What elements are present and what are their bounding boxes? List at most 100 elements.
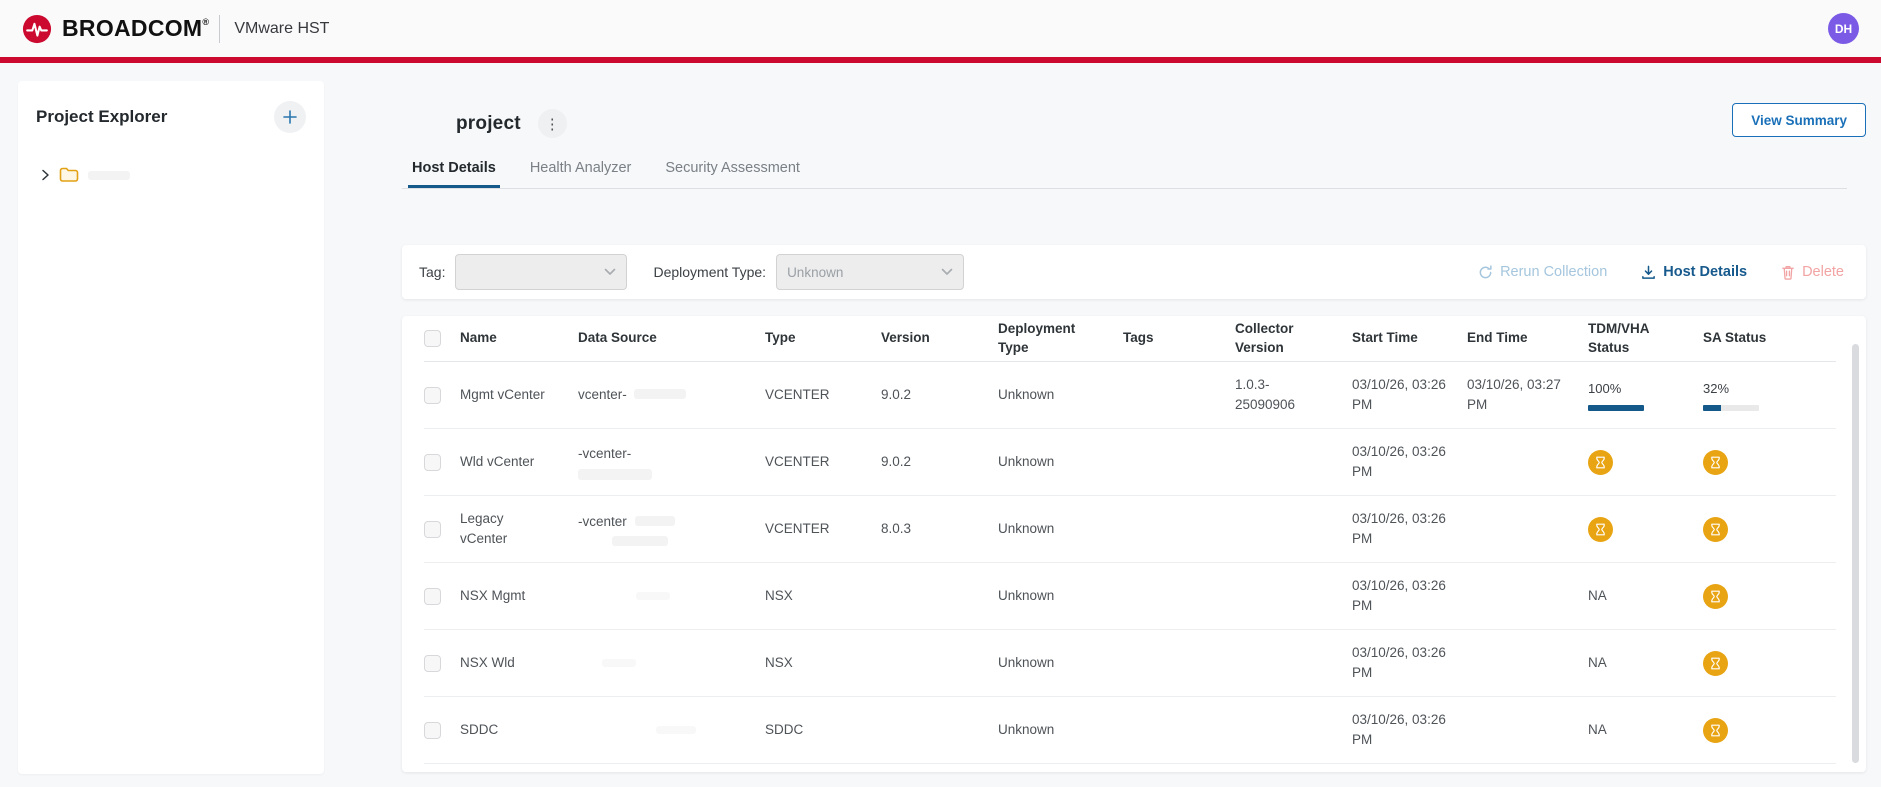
cell-data-source [578,586,765,606]
table-row: NSX Wld NSX Unknown 03/10/26, 03:26 PM N… [424,630,1836,697]
hourglass-icon [1711,590,1720,602]
cell-sa-status [1703,449,1833,475]
cell-sa-status [1703,717,1833,743]
col-tdm-vha-status: TDM/VHA Status [1588,321,1649,355]
pending-status-badge [1588,516,1613,542]
add-project-button[interactable] [274,101,306,133]
cell-version: 9.0.2 [881,453,912,469]
select-all-checkbox[interactable] [424,330,441,347]
project-explorer-title: Project Explorer [36,107,168,126]
redacted-text [636,591,670,600]
progress-indicator: 32% [1703,379,1759,412]
cell-type: SDDC [765,721,804,737]
redacted-text [633,388,686,399]
row-checkbox[interactable] [424,386,441,404]
table-row: Legacy vCenter -vcenter VCENTER 8.0.3 Un… [424,496,1836,563]
chevron-down-icon [941,268,953,275]
cell-sa-status: 32% [1703,379,1833,412]
row-checkbox[interactable] [424,587,441,605]
cell-start-time: 03/10/26, 03:26 PM [1352,376,1446,412]
col-collector-version: Collector Version [1235,321,1294,355]
cell-sa-status [1703,583,1833,609]
sidebar-item-project[interactable] [36,167,306,183]
cell-start-time: 03/10/26, 03:26 PM [1352,443,1446,479]
header-divider [219,14,221,43]
tab-host-details[interactable]: Host Details [408,160,500,188]
hourglass-icon [1711,657,1720,669]
cell-data-source: vcenter- [578,385,765,405]
hourglass-icon [1596,523,1605,535]
cell-data-source [578,720,765,740]
cell-deployment-type: Unknown [998,453,1055,469]
col-version: Version [881,330,930,346]
row-checkbox[interactable] [424,520,441,538]
col-end-time: End Time [1467,330,1528,346]
cell-collector-version: 1.0.3-25090906 [1235,376,1296,412]
deployment-type-select[interactable]: Unknown [776,254,965,290]
cell-data-source: -vcenter- [578,444,765,480]
cell-end-time: 03/10/26, 03:27 PM [1467,376,1561,412]
col-type: Type [765,330,796,346]
table-row: SDDC SDDC Unknown 03/10/26, 03:26 PM NA [424,697,1836,764]
view-summary-button[interactable]: View Summary [1732,103,1866,137]
cell-tdm-vha-status: 100% [1588,379,1703,412]
cell-type: VCENTER [765,520,830,536]
folder-icon [59,167,79,182]
tab-health-analyzer[interactable]: Health Analyzer [529,160,632,176]
deployment-type-filter-label: Deployment Type: [653,264,767,280]
download-icon [1642,265,1656,279]
broadcom-logo-icon [22,14,52,43]
user-avatar[interactable]: DH [1828,13,1859,44]
redacted-text [578,468,652,480]
redacted-text [602,658,636,667]
main-content: project ⋮ View Summary Host Details Heal… [402,95,1866,772]
cell-type: VCENTER [765,453,830,469]
tag-filter-label: Tag: [419,264,446,280]
cell-start-time: 03/10/26, 03:26 PM [1352,644,1446,680]
deployment-type-select-value: Unknown [787,264,844,280]
cell-tdm-vha-status: NA [1588,587,1607,603]
cell-start-time: 03/10/26, 03:26 PM [1352,711,1446,747]
top-bar: BROADCOM® VMware HST DH [0,0,1881,57]
plus-icon [283,110,297,124]
tab-bar: Host Details Health Analyzer Security As… [402,160,1866,189]
cell-name: Legacy vCenter [460,510,508,546]
rerun-collection-button[interactable]: Rerun Collection [1478,264,1607,280]
cell-type: VCENTER [765,386,830,402]
cell-name: Wld vCenter [460,453,535,469]
col-start-time: Start Time [1352,330,1418,346]
trash-icon [1782,265,1794,280]
registered-mark: ® [202,17,210,27]
table-scrollbar[interactable] [1852,344,1859,763]
row-checkbox[interactable] [424,721,441,739]
row-checkbox[interactable] [424,654,441,672]
cell-deployment-type: Unknown [998,654,1055,670]
row-checkbox[interactable] [424,453,441,471]
tag-select[interactable] [455,254,628,290]
host-details-download-button[interactable]: Host Details [1641,264,1747,280]
col-tags: Tags [1123,330,1154,346]
delete-button[interactable]: Delete [1781,264,1844,280]
pending-status-badge [1703,583,1728,609]
cell-name: SDDC [460,721,499,737]
cell-start-time: 03/10/26, 03:26 PM [1352,510,1446,546]
tab-security-assessment[interactable]: Security Assessment [665,160,800,176]
cell-name: Mgmt vCenter [460,386,545,402]
rerun-collection-label: Rerun Collection [1500,264,1608,280]
cell-tdm-vha-status: NA [1588,721,1607,737]
cell-name: NSX Mgmt [460,587,526,603]
project-menu-button[interactable]: ⋮ [537,109,567,138]
chevron-right-icon [42,169,49,181]
filter-bar: Tag: Deployment Type: Unknown Rerun Coll… [402,245,1866,299]
cell-type: NSX [765,654,793,670]
hourglass-icon [1711,724,1720,736]
accent-bar [0,57,1881,63]
cell-version: 8.0.3 [881,520,912,536]
table-header-row: Name Data Source Type Version Deployment… [424,316,1836,362]
redacted-text [88,170,130,180]
col-sa-status: SA Status [1703,330,1767,346]
delete-label: Delete [1802,264,1844,280]
cell-deployment-type: Unknown [998,386,1055,402]
cell-data-source [578,653,765,673]
project-explorer-panel: Project Explorer [18,81,324,774]
